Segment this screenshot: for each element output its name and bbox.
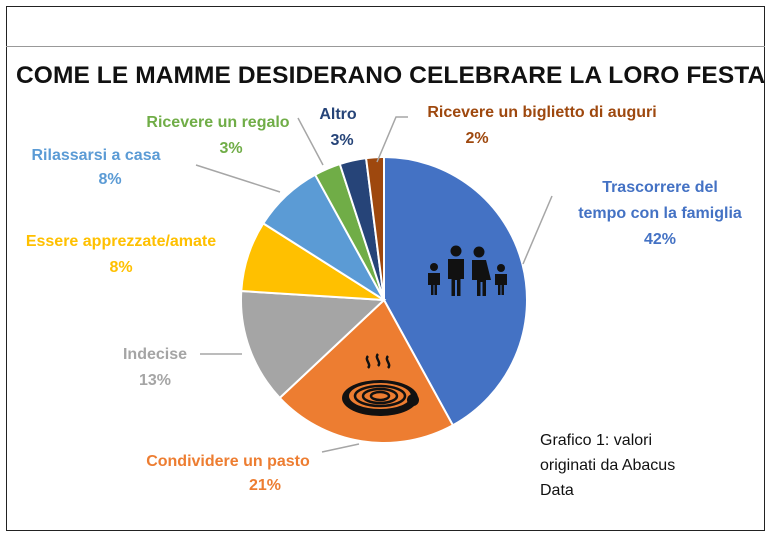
slice-percent-7: 3% (330, 132, 353, 149)
slice-percent-5: 8% (98, 171, 121, 188)
leader-line-1 (522, 195, 553, 265)
leader-line-8 (376, 116, 408, 163)
slice-percent-8: 2% (465, 130, 488, 147)
source-note: Grafico 1: valori originati da Abacus Da… (540, 432, 676, 499)
slice-label-7: Altro (319, 106, 357, 123)
leader-line-6 (297, 117, 324, 166)
slice-percent-4: 8% (109, 259, 132, 276)
slice-label-5: Rilassarsi a casa (32, 147, 161, 164)
pie-slice-8 (364, 155, 385, 301)
slice-label-4: Essere apprezzate/amate (26, 233, 216, 250)
pie-slice-1 (383, 155, 528, 427)
leader-line-5 (195, 164, 281, 193)
chart-title: COME LE MAMME DESIDERANO CELEBRARE LA LO… (16, 62, 766, 89)
slice-label-2: Condividere un pasto (146, 453, 310, 470)
slice-percent-2: 21% (249, 477, 281, 494)
slice-label-8: Ricevere un biglietto di auguri (427, 104, 656, 121)
data-labels: Trascorrere del tempo con la famiglia 42% C… (26, 104, 742, 494)
slice-label-1: Trascorrere del tempo con la famiglia (578, 179, 742, 222)
slice-percent-1: 42% (644, 231, 676, 248)
top-divider (6, 46, 765, 47)
slice-label-6: Ricevere un regalo (146, 114, 289, 131)
slice-percent-3: 13% (139, 372, 171, 389)
pasta-plate-icon (342, 353, 419, 416)
leader-line-2 (321, 443, 360, 453)
slice-label-3: Indecise (123, 346, 187, 363)
slice-percent-6: 3% (219, 140, 242, 157)
family-icon (428, 245, 507, 296)
leader-lines (195, 116, 553, 453)
pie-slice-3 (240, 289, 387, 400)
